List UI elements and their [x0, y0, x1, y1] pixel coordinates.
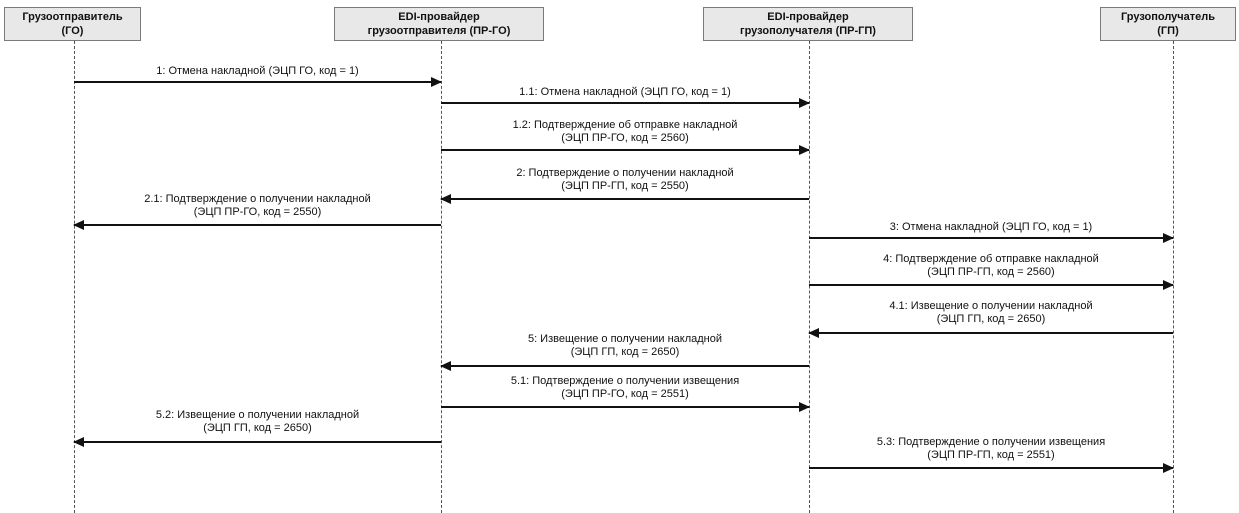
lifeline-consignee	[1173, 41, 1174, 513]
lifeline-shipper	[74, 41, 75, 513]
message-line	[74, 441, 441, 443]
participant-name: Грузополучатель	[1120, 11, 1216, 23]
message-line	[441, 365, 809, 367]
message-label: 4.1: Извещение о получении накладной (ЭЦ…	[809, 300, 1173, 326]
participant-shipper: Грузоотправитель (ГО)	[4, 7, 141, 41]
message-label: 5.2: Извещение о получении накладной (ЭЦ…	[74, 409, 441, 435]
message-text: 5: Извещение о получении накладной	[527, 333, 723, 345]
message-text: 2.1: Подтверждение о получении накладной	[144, 193, 371, 205]
arrowhead-right-icon	[799, 145, 810, 155]
message-line	[441, 406, 809, 408]
message-label: 2: Подтверждение о получении накладной (…	[441, 167, 809, 193]
message-text: 1.2: Подтверждение об отправке накладной	[512, 119, 738, 131]
message-line	[809, 284, 1173, 286]
message-signature: (ЭЦП ПР-ГО, код = 2550)	[193, 206, 322, 218]
participant-abbr: (ГП)	[1157, 25, 1179, 37]
message-label: 3: Отмена накладной (ЭЦП ГО, код = 1)	[809, 221, 1173, 234]
participant-name: EDI-провайдер	[398, 11, 480, 23]
arrowhead-right-icon	[1163, 233, 1174, 243]
participant-abbr: грузополучателя (ПР-ГП)	[740, 25, 876, 37]
message-label: 1: Отмена накладной (ЭЦП ГО, код = 1)	[74, 65, 441, 78]
message-line	[441, 102, 809, 104]
message-label: 1.2: Подтверждение об отправке накладной…	[441, 119, 809, 145]
message-text: 3: Отмена накладной (ЭЦП ГО, код = 1)	[889, 221, 1093, 233]
message-line	[441, 198, 809, 200]
arrowhead-left-icon	[440, 361, 451, 371]
message-text: 4: Подтверждение об отправке накладной	[883, 253, 1099, 265]
message-line	[809, 467, 1173, 469]
lifeline-edi-provider-consignee	[809, 41, 810, 513]
arrowhead-left-icon	[440, 194, 451, 204]
arrowhead-right-icon	[799, 98, 810, 108]
message-text: 5.2: Извещение о получении накладной	[155, 409, 360, 421]
message-label: 5.3: Подтверждение о получении извещения…	[809, 436, 1173, 462]
arrowhead-left-icon	[73, 437, 84, 447]
message-signature: (ЭЦП ГП, код = 2650)	[936, 313, 1046, 325]
message-text: 1.1: Отмена накладной (ЭЦП ГО, код = 1)	[519, 86, 731, 98]
message-signature: (ЭЦП ПР-ГО, код = 2560)	[561, 132, 689, 144]
arrowhead-left-icon	[73, 220, 84, 230]
message-text: 4.1: Извещение о получении накладной	[889, 300, 1093, 312]
arrowhead-right-icon	[431, 77, 442, 87]
arrowhead-right-icon	[799, 402, 810, 412]
message-label: 5: Извещение о получении накладной (ЭЦП …	[441, 333, 809, 359]
arrowhead-left-icon	[808, 328, 819, 338]
participant-edi-provider-shipper: EDI-провайдер грузоотправителя (ПР-ГО)	[334, 7, 544, 41]
message-line	[809, 332, 1173, 334]
message-line	[74, 224, 441, 226]
participant-edi-provider-consignee: EDI-провайдер грузополучателя (ПР-ГП)	[703, 7, 913, 41]
arrowhead-right-icon	[1163, 463, 1174, 473]
message-line	[809, 237, 1173, 239]
message-signature: (ЭЦП ПР-ГО, код = 2551)	[561, 388, 689, 400]
message-signature: (ЭЦП ПР-ГП, код = 2551)	[927, 449, 1055, 461]
message-text: 5.3: Подтверждение о получении извещения	[876, 436, 1106, 448]
message-line	[441, 149, 809, 151]
message-line	[74, 81, 441, 83]
participant-abbr: (ГО)	[61, 25, 84, 37]
message-label: 2.1: Подтверждение о получении накладной…	[74, 193, 441, 219]
arrowhead-right-icon	[1163, 280, 1174, 290]
message-label: 4: Подтверждение об отправке накладной (…	[809, 253, 1173, 279]
message-label: 5.1: Подтверждение о получении извещения…	[441, 375, 809, 401]
message-text: 5.1: Подтверждение о получении извещения	[510, 375, 740, 387]
participant-name: EDI-провайдер	[767, 11, 849, 23]
participant-consignee: Грузополучатель (ГП)	[1100, 7, 1236, 41]
message-signature: (ЭЦП ПР-ГП, код = 2560)	[927, 266, 1055, 278]
message-label: 1.1: Отмена накладной (ЭЦП ГО, код = 1)	[441, 86, 809, 99]
message-text: 1: Отмена накладной (ЭЦП ГО, код = 1)	[156, 65, 359, 77]
message-text: 2: Подтверждение о получении накладной	[516, 167, 734, 179]
participant-abbr: грузоотправителя (ПР-ГО)	[367, 25, 511, 37]
message-signature: (ЭЦП ГП, код = 2650)	[570, 346, 680, 358]
lifeline-edi-provider-shipper	[441, 41, 442, 513]
message-signature: (ЭЦП ПР-ГП, код = 2550)	[561, 180, 689, 192]
message-signature: (ЭЦП ГП, код = 2650)	[203, 422, 312, 434]
participant-name: Грузоотправитель	[22, 11, 123, 23]
